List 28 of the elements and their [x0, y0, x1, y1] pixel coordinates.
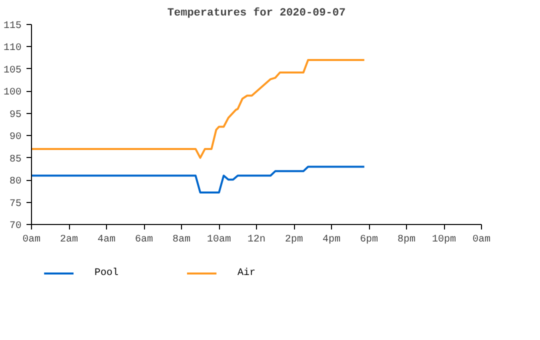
y-tick-label: 105 — [3, 65, 22, 76]
y-tick-label: 110 — [3, 43, 22, 54]
x-tick-label: 4am — [98, 234, 116, 246]
y-tick-label: 70 — [10, 221, 22, 232]
x-tick-label: 2am — [60, 234, 78, 246]
x-tick-label: 2pm — [285, 234, 304, 246]
y-tick-label: 75 — [10, 198, 22, 210]
x-tick-label: 8pm — [398, 234, 416, 246]
chart-title: Temperatures for 2020-09-07 — [167, 6, 346, 20]
line-series — [32, 59, 366, 159]
x-tick-label: 0am — [22, 234, 41, 246]
x-tick-label: 10am — [207, 234, 232, 246]
legend-label: Pool — [94, 267, 119, 279]
x-tick-label: 8am — [172, 234, 191, 246]
y-tick-label: 95 — [10, 110, 22, 121]
line-series — [32, 166, 366, 194]
y-tick-label: 100 — [3, 88, 22, 99]
x-tick-label: 0am — [472, 234, 491, 246]
x-tick-label: 6pm — [360, 234, 378, 246]
x-tick-label: 6am — [135, 234, 154, 246]
y-tick-label: 90 — [10, 132, 22, 144]
x-tick-label: 10pm — [432, 234, 456, 246]
y-tick-label: 115 — [3, 21, 22, 32]
x-tick-label: 4pm — [322, 234, 341, 246]
y-tick-label: 80 — [10, 176, 22, 188]
y-tick-label: 85 — [10, 154, 22, 166]
legend-label: Air — [237, 267, 256, 279]
x-tick-label: 12n — [248, 234, 266, 246]
